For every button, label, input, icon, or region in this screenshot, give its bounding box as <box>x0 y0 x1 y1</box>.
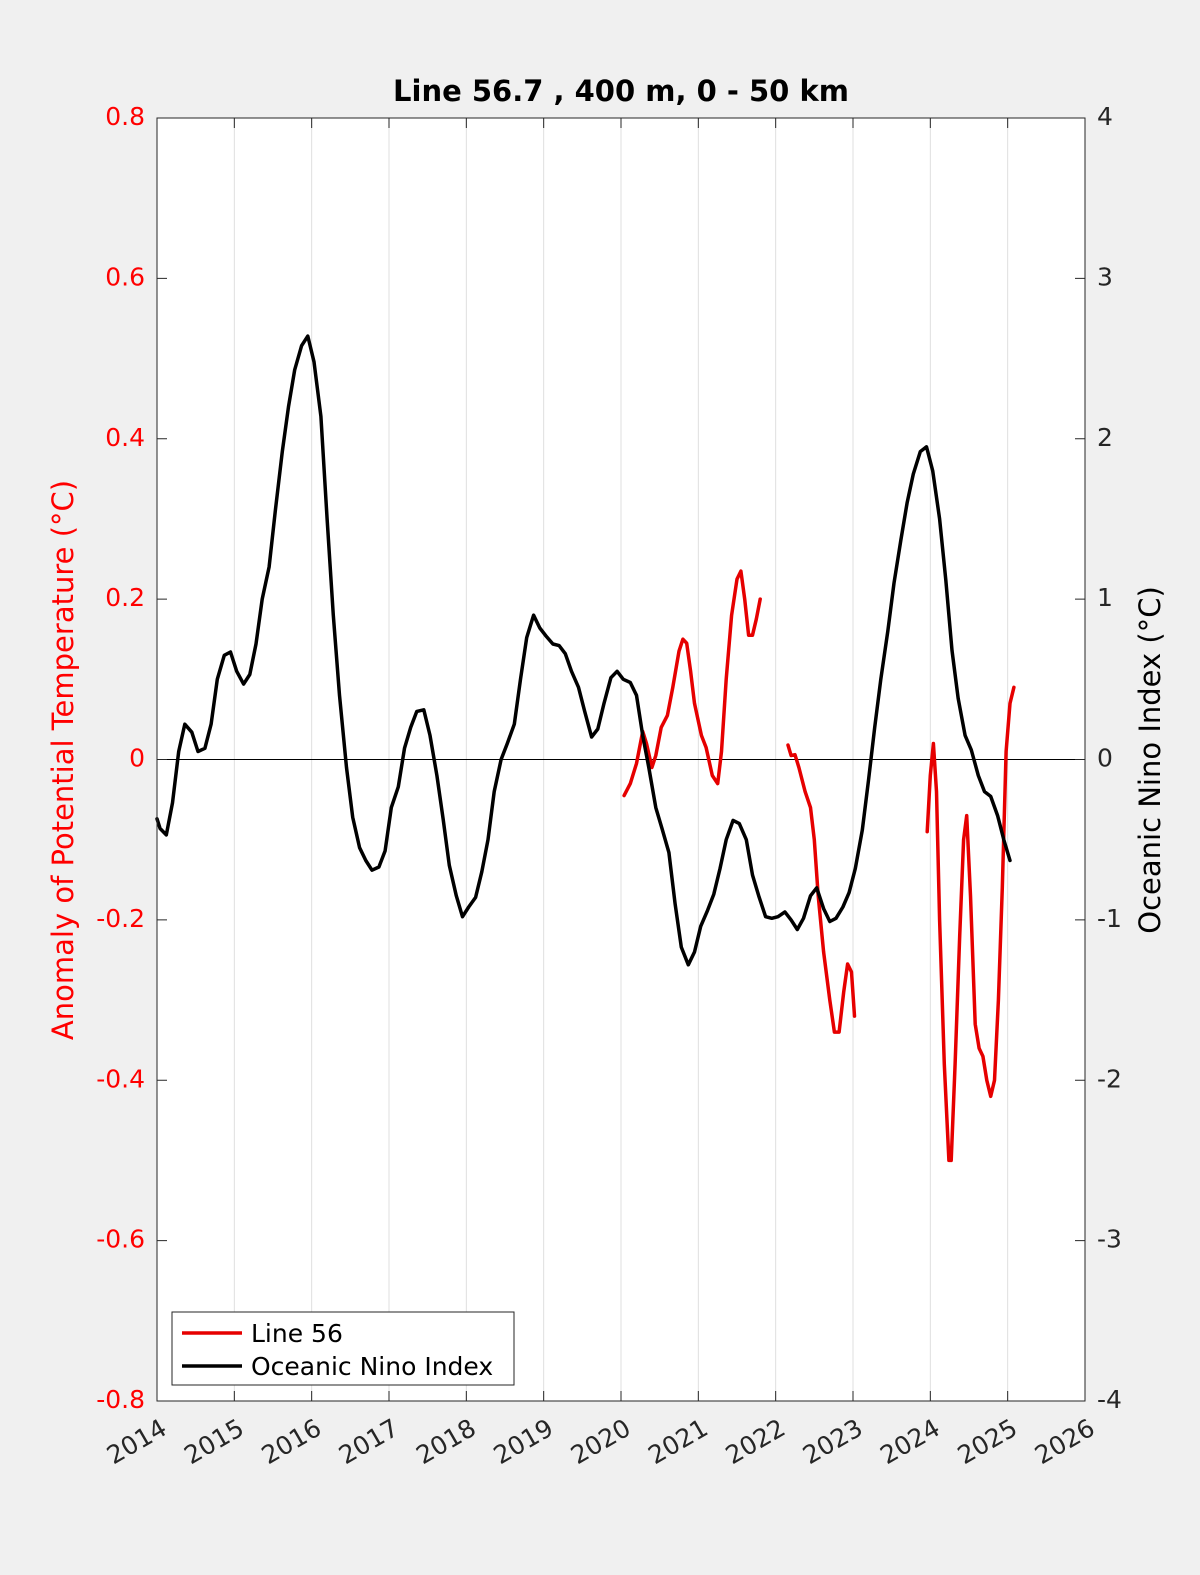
y-left-tick-label: 0.2 <box>105 583 145 612</box>
y-right-tick-label: -4 <box>1097 1385 1122 1414</box>
y-right-tick-label: -3 <box>1097 1225 1122 1254</box>
y-left-tick-label: -0.8 <box>96 1385 145 1414</box>
x-tick-label: 2014 <box>102 1413 172 1470</box>
y-left-tick-label: -0.2 <box>96 904 145 933</box>
legend-label-line56: Line 56 <box>251 1319 343 1348</box>
y-right-tick-label: 0 <box>1097 744 1113 773</box>
series-layer <box>155 334 1016 1163</box>
x-tick-label: 2022 <box>721 1413 791 1470</box>
y-right-tick-label: -1 <box>1097 904 1122 933</box>
x-tick-label: 2018 <box>411 1413 481 1470</box>
y-left-tick-label: 0.8 <box>105 102 145 131</box>
y-right-tick-label: -2 <box>1097 1064 1122 1093</box>
x-tick-label: 2020 <box>566 1413 636 1470</box>
line56-series-segment <box>622 569 762 798</box>
x-tick-label: 2021 <box>643 1413 713 1470</box>
y-right-tick-label: 1 <box>1097 583 1113 612</box>
y-right-tick-label: 3 <box>1097 262 1113 291</box>
x-tick-label: 2023 <box>798 1413 868 1470</box>
y-left-tick-label: 0 <box>129 744 145 773</box>
x-tick-label: 2026 <box>1030 1413 1100 1470</box>
y-right-tick-label: 4 <box>1097 102 1113 131</box>
y-right-tick-label: 2 <box>1097 423 1113 452</box>
y-left-tick-label: -0.6 <box>96 1225 145 1254</box>
y-axis-left-label: Anomaly of Potential Temperature (°C) <box>46 480 80 1040</box>
legend-box <box>171 1311 515 1386</box>
x-tick-label: 2019 <box>489 1413 559 1470</box>
x-tick-label: 2017 <box>334 1413 404 1470</box>
line56-series-segment <box>925 685 1016 1163</box>
y-left-tick-label: -0.4 <box>96 1064 145 1093</box>
x-tick-label: 2016 <box>257 1413 327 1470</box>
y-axis-right-label: Oceanic Nino Index (°C) <box>1133 586 1167 934</box>
legend: Line 56 Oceanic Nino Index <box>171 1311 515 1386</box>
y-left-tick-label: 0.6 <box>105 262 145 291</box>
y-left-tick-label: 0.4 <box>105 423 145 452</box>
line56-series-segment <box>786 743 857 1034</box>
x-tick-label: 2015 <box>179 1413 249 1470</box>
oni-series-line <box>155 334 1012 967</box>
legend-label-oni: Oceanic Nino Index <box>251 1352 493 1381</box>
chart-title: Line 56.7 , 400 m, 0 - 50 km <box>393 74 849 108</box>
x-tick-label: 2025 <box>953 1413 1023 1470</box>
x-tick-label: 2024 <box>875 1413 945 1470</box>
